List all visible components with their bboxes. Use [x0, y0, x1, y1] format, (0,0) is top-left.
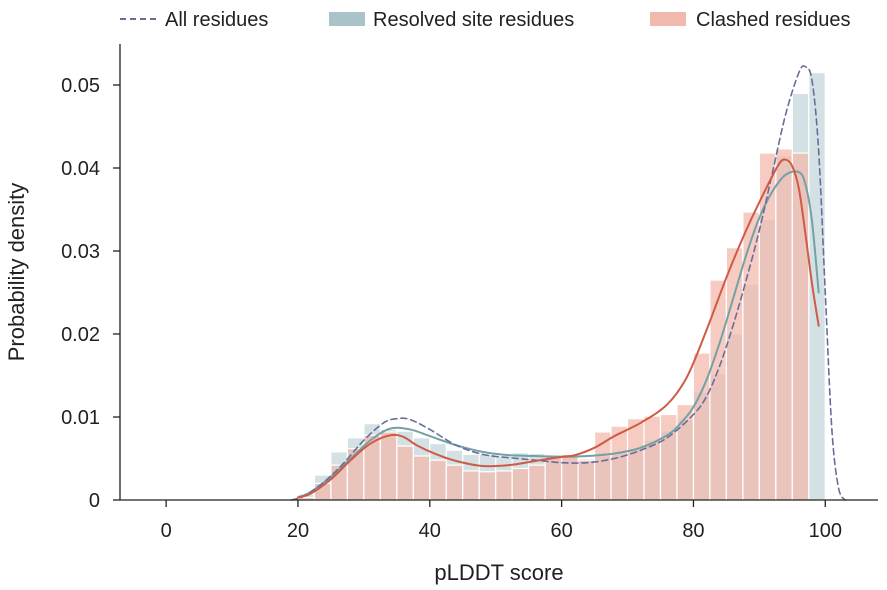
clashed-bar-9 [445, 464, 464, 501]
x-ticks: 0 20 40 60 80 100 [161, 500, 842, 542]
legend-clashed-swatch [650, 12, 686, 26]
x-tick-label-20: 20 [287, 520, 309, 542]
clashed-bar-20 [626, 418, 645, 501]
axes [119, 44, 878, 501]
clashed-bar-5 [379, 431, 398, 501]
legend: All residues Resolved site residues Clas… [120, 9, 851, 31]
resolved-bar-31 [808, 71, 826, 501]
x-tick-label-80: 80 [682, 520, 704, 542]
y-tick-label-2: 0.02 [61, 324, 100, 346]
x-tick-label-0: 0 [161, 520, 172, 542]
legend-resolved-label: Resolved site residues [373, 9, 574, 31]
clashed-residues-kde-line [296, 158, 820, 499]
clashed-bar-11 [478, 471, 497, 501]
clashed-bar-21 [643, 415, 662, 501]
clashed-bar-17 [577, 459, 596, 501]
clashed-bar-22 [659, 413, 678, 501]
x-axis-label: pLDDT score [434, 560, 563, 585]
y-ticks: 0 0.01 0.02 0.03 0.04 0.05 [61, 75, 120, 512]
clashed-bar-13 [511, 467, 530, 501]
y-tick-label-1: 0.01 [61, 407, 100, 429]
clashed-bar-15 [544, 456, 563, 501]
y-tick-label-5: 0.05 [61, 75, 100, 97]
clashed-bar-14 [528, 464, 546, 501]
legend-all-residues-label: All residues [165, 9, 268, 31]
clashed-bar-8 [429, 459, 447, 501]
clashed-bars [297, 148, 810, 501]
y-tick-label-3: 0.03 [61, 241, 100, 263]
clashed-bar-6 [396, 445, 414, 501]
y-tick-label-0: 0 [89, 490, 100, 512]
y-tick-label-4: 0.04 [61, 158, 100, 180]
clashed-bar-16 [561, 453, 579, 501]
clashed-bar-29 [775, 148, 793, 501]
y-axis-label: Probability density [4, 183, 29, 362]
x-tick-label-100: 100 [809, 520, 842, 542]
clashed-bar-10 [462, 470, 480, 501]
x-tick-label-40: 40 [419, 520, 441, 542]
clashed-bar-12 [495, 470, 513, 501]
legend-clashed-label: Clashed residues [696, 9, 851, 31]
x-tick-label-60: 60 [550, 520, 572, 542]
all-residues-kde-line [290, 65, 846, 501]
kde-curves [290, 65, 846, 501]
resolved-site-residues-kde-line [296, 170, 820, 499]
legend-resolved-swatch [329, 12, 365, 26]
clashed-bar-7 [412, 455, 431, 501]
clashed-bar-28 [758, 152, 777, 501]
clashed-bar-26 [725, 247, 744, 501]
